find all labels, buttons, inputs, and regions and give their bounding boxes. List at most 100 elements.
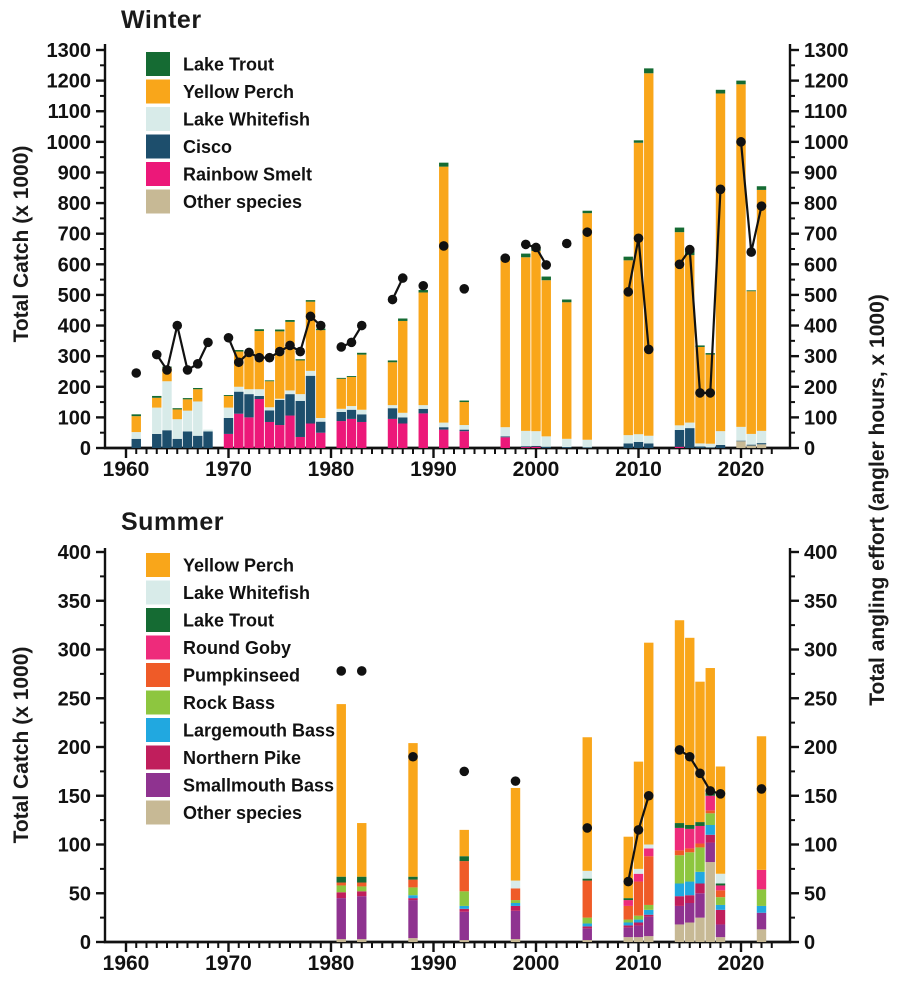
legend-swatch-lake-whitefish [146,580,170,605]
effort-dot-1965 [172,320,183,331]
smallmouth-bass-segment [715,924,726,938]
bar-2010 [633,761,644,942]
bar-1971 [234,350,244,448]
largemouth-bass-segment [644,909,654,915]
northern-pike-segment [357,891,367,897]
bar-2018 [715,766,726,942]
yellow-perch-segment [674,620,685,824]
bar-1972 [244,351,254,448]
lake-whitefish-segment [685,422,695,429]
rainbow-smelt-segment [305,423,316,448]
northern-pike-segment [623,925,633,928]
rock-bass-segment [633,915,644,920]
largemouth-bass-segment [459,905,469,909]
cisco-segment [633,441,644,448]
legend-swatch-rock-bass [146,690,170,715]
lake-trout-segment [285,320,295,322]
y-tick-label: 100 [58,407,91,429]
bar-2022 [756,186,767,448]
lake-whitefish-segment [193,401,203,436]
effort-dot-1979 [315,320,326,331]
y-tick-label: 200 [58,377,91,399]
lake-trout-segment [582,210,592,214]
smallmouth-bass-segment [357,896,367,940]
lake-whitefish-segment [418,405,428,409]
yellow-perch-segment [244,353,254,390]
rock-bass-segment [705,813,715,825]
yellow-perch-segment [705,668,715,793]
rock-bass-segment [623,919,633,923]
lake-whitefish-segment [531,431,541,446]
legend-swatch-other-species [146,800,170,825]
effort-dot-1998 [510,776,521,786]
effort-dot-2010 [633,825,644,835]
lake-trout-segment [346,376,357,377]
yellow-perch-segment [531,250,541,432]
legend-label-lake-whitefish: Lake Whitefish [183,583,310,603]
smallmouth-bass-segment [695,893,705,918]
bar-1993 [459,829,469,942]
lake-whitefish-segment [695,443,705,447]
legend-label-other-species: Other species [183,192,302,212]
x-tick-label: 1960 [103,458,150,481]
lake-trout-segment [172,408,182,410]
yellow-perch-segment [264,381,275,408]
effort-dot-1988 [408,751,418,762]
y-tick-label: 900 [804,162,837,184]
legend-swatch-smallmouth-bass [146,773,170,797]
x-tick-label: 2010 [615,952,662,975]
lake-whitefish-segment [162,381,172,431]
lake-trout-segment [715,89,726,94]
lake-whitefish-segment [521,430,531,447]
y-tick-label: 100 [58,835,91,857]
x-tick-label: 2000 [513,458,560,481]
lake-trout-segment [387,360,398,363]
winter-legend: Lake Trout Yellow Perch Lake Whitefish Cisc… [146,52,312,214]
y-tick-label: 500 [58,285,91,307]
largemouth-bass-segment [705,825,715,835]
rainbow-smelt-segment [223,433,234,448]
smallmouth-bass-segment [408,900,418,939]
pumpkinseed-segment [459,861,469,892]
y-tick-label: 250 [58,688,91,710]
cisco-segment [705,447,715,448]
bar-1963 [152,395,162,448]
lake-trout-segment [223,395,234,396]
effort-dot-2001 [541,260,552,270]
effort-dot-1978 [305,311,316,322]
effort-dot-2017 [705,786,716,796]
cisco-segment [521,446,531,448]
round-goby-segment [715,885,726,891]
cisco-segment [387,408,398,419]
bar-2020 [736,80,746,448]
lake-whitefish-segment [285,390,295,395]
pumpkinseed-segment [644,856,654,905]
cisco-segment [131,438,141,448]
effort-dot-1983 [356,666,367,676]
effort-dot-1993 [459,284,470,294]
bar-1989 [418,290,428,448]
y-tick-label: 500 [804,285,837,307]
lake-trout-segment [234,350,244,352]
lake-whitefish-segment [131,432,141,439]
largemouth-bass-segment [582,923,592,927]
effort-dot-1997 [500,253,511,263]
cisco-segment [346,409,357,419]
rainbow-smelt-segment [254,399,264,448]
lake-trout-segment [459,400,469,403]
rainbow-smelt-segment [674,446,685,448]
yellow-perch-segment [541,280,551,437]
effort-dot-1967 [192,359,203,369]
cisco-segment [162,430,172,448]
rainbow-smelt-segment [336,421,346,448]
lake-whitefish-segment [644,844,654,849]
y-tick-label: 100 [804,407,837,429]
lake-whitefish-segment [623,435,633,444]
yellow-perch-segment [623,836,633,899]
summer-chart: 0 0 50 50 100 100 150 150 200 200 250 250 300 300 350 3… [58,542,838,975]
effort-dot-2014 [674,745,685,755]
effort-dot-1974 [264,352,275,363]
largemouth-bass-segment [623,922,633,926]
smallmouth-bass-segment [674,905,685,925]
cisco-segment [756,443,767,445]
